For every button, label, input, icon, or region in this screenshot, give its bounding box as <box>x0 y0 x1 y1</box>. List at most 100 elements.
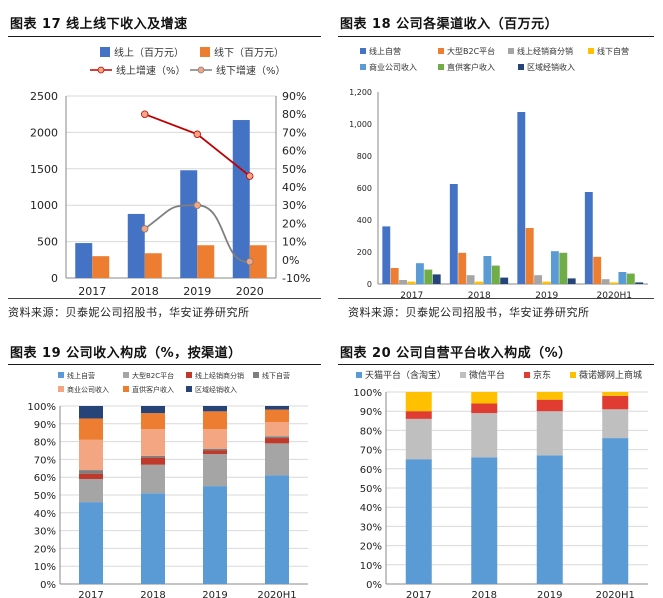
y-tick-label: 500 <box>37 236 58 249</box>
stacked-segment <box>79 439 103 471</box>
growth-point <box>141 225 149 233</box>
legend-marker <box>97 66 105 74</box>
legend-label: 天猫平台（含淘宝） <box>365 369 446 381</box>
legend-swatch <box>570 372 576 378</box>
y-tick-label: 10% <box>34 562 56 573</box>
y-tick-label: 60% <box>360 465 382 476</box>
bar-offline <box>92 256 110 278</box>
legend-swatch <box>524 372 530 378</box>
y2-tick-label: 70% <box>282 126 306 139</box>
stacked-segment <box>203 448 227 451</box>
y-tick-label: 1,200 <box>349 88 372 97</box>
bar <box>424 269 433 284</box>
y-tick-label: 200 <box>357 248 372 257</box>
stacked-segment <box>536 411 563 456</box>
growth-point <box>141 110 149 118</box>
chart-17-title-rule <box>8 36 321 37</box>
legend-label: 区域经销收入 <box>527 62 575 72</box>
stacked-segment <box>203 450 227 455</box>
y2-tick-label: 90% <box>282 90 306 103</box>
stacked-segment <box>79 406 103 419</box>
y2-tick-label: -10% <box>282 272 310 285</box>
legend-swatch <box>58 386 64 392</box>
y-tick-label: 70% <box>360 446 382 457</box>
chart-17-title: 图表 17 线上线下收入及增速 <box>10 17 188 32</box>
stacked-segment <box>265 475 289 584</box>
chart-18-title-rule <box>338 36 654 37</box>
legend-label: 直供客户收入 <box>447 62 495 72</box>
legend-swatch <box>123 372 129 378</box>
bar <box>559 252 568 284</box>
y-tick-label: 100% <box>353 388 382 399</box>
legend-label: 直供客户收入 <box>132 385 174 394</box>
chart-17-bottom-rule <box>8 298 321 299</box>
y-tick-label: 60% <box>34 473 56 484</box>
y-tick-label: 20% <box>360 542 382 553</box>
stacked-segment <box>265 422 289 437</box>
x-tick-label: 2017 <box>400 291 423 301</box>
bar <box>399 280 408 284</box>
bar <box>550 251 559 284</box>
legend-swatch <box>186 372 192 378</box>
bar-online <box>127 213 145 278</box>
stacked-segment <box>79 478 103 503</box>
legend-swatch <box>518 64 524 70</box>
y2-tick-label: 0% <box>282 254 299 267</box>
legend-label: 京东 <box>533 369 551 381</box>
stacked-segment <box>602 438 629 584</box>
y-tick-label: 100% <box>27 402 56 413</box>
legend-label: 线下自营 <box>262 371 290 380</box>
panel-chart-19: 图表 19 公司收入构成（%，按渠道） 线上自营 大型B2C平台 线上经销商分销 线下… <box>8 338 323 598</box>
stacked-segment <box>536 455 563 584</box>
y2-tick-label: 80% <box>282 108 306 121</box>
bar <box>542 281 551 284</box>
stacked-segment <box>203 411 227 430</box>
x-tick-label: 2018 <box>472 590 497 598</box>
x-tick-label: 2019 <box>535 291 558 301</box>
y-tick-label: 600 <box>357 184 372 193</box>
legend-label: 线上（百万元） <box>114 46 184 59</box>
y-tick-label: 40% <box>34 509 56 520</box>
bar <box>432 274 441 284</box>
x-tick-label: 2017 <box>406 590 431 598</box>
legend-marker <box>197 66 205 74</box>
stacked-segment <box>536 399 563 412</box>
stacked-segment <box>602 395 629 410</box>
legend-label: 线上增速（%） <box>116 64 186 77</box>
x-tick-label: 2018 <box>140 590 165 598</box>
stacked-segment <box>141 457 165 465</box>
bar-online <box>75 243 93 278</box>
y2-tick-label: 10% <box>282 236 306 249</box>
chart-18-source: 资料来源：贝泰妮公司招股书，华安证券研究所 <box>348 306 590 319</box>
panel-chart-17: 图表 17 线上线下收入及增速 线上（百万元） 线下（百万元） 线上增速（%） 线下增… <box>8 8 323 320</box>
growth-point <box>246 257 254 266</box>
legend-label: 商业公司收入 <box>67 385 109 394</box>
legend-swatch <box>508 48 514 54</box>
stacked-segment <box>602 409 629 439</box>
legend-swatch <box>100 47 110 57</box>
legend-swatch <box>438 64 444 70</box>
legend-label: 薇诺娜网上商城 <box>579 369 642 381</box>
stacked-segment <box>141 464 165 494</box>
bar <box>466 275 475 284</box>
legend-label: 线下（百万元） <box>214 46 284 59</box>
stacked-segment <box>141 493 165 584</box>
y-tick-label: 400 <box>357 216 372 225</box>
stacked-segment <box>405 392 432 412</box>
legend-label: 线下自营 <box>597 46 629 56</box>
legend-label: 商业公司收入 <box>369 62 417 72</box>
stacked-segment <box>203 454 227 487</box>
bar <box>483 256 492 284</box>
x-tick-label: 2020 <box>236 285 264 298</box>
stacked-segment <box>471 403 498 414</box>
legend-swatch <box>253 372 259 378</box>
legend-label: 微信平台 <box>469 369 505 381</box>
legend-label: 大型B2C平台 <box>132 371 174 380</box>
panel-chart-20: 图表 20 公司自营平台收入构成（%） 天猫平台（含淘宝） 微信平台 京东 薇诺娜网上… <box>338 338 656 598</box>
y2-tick-label: 50% <box>282 163 306 176</box>
y2-tick-label: 30% <box>282 199 306 212</box>
bar <box>626 273 635 284</box>
x-tick-label: 2018 <box>131 285 159 298</box>
stacked-segment <box>79 502 103 584</box>
x-tick-label: 2019 <box>537 590 562 598</box>
